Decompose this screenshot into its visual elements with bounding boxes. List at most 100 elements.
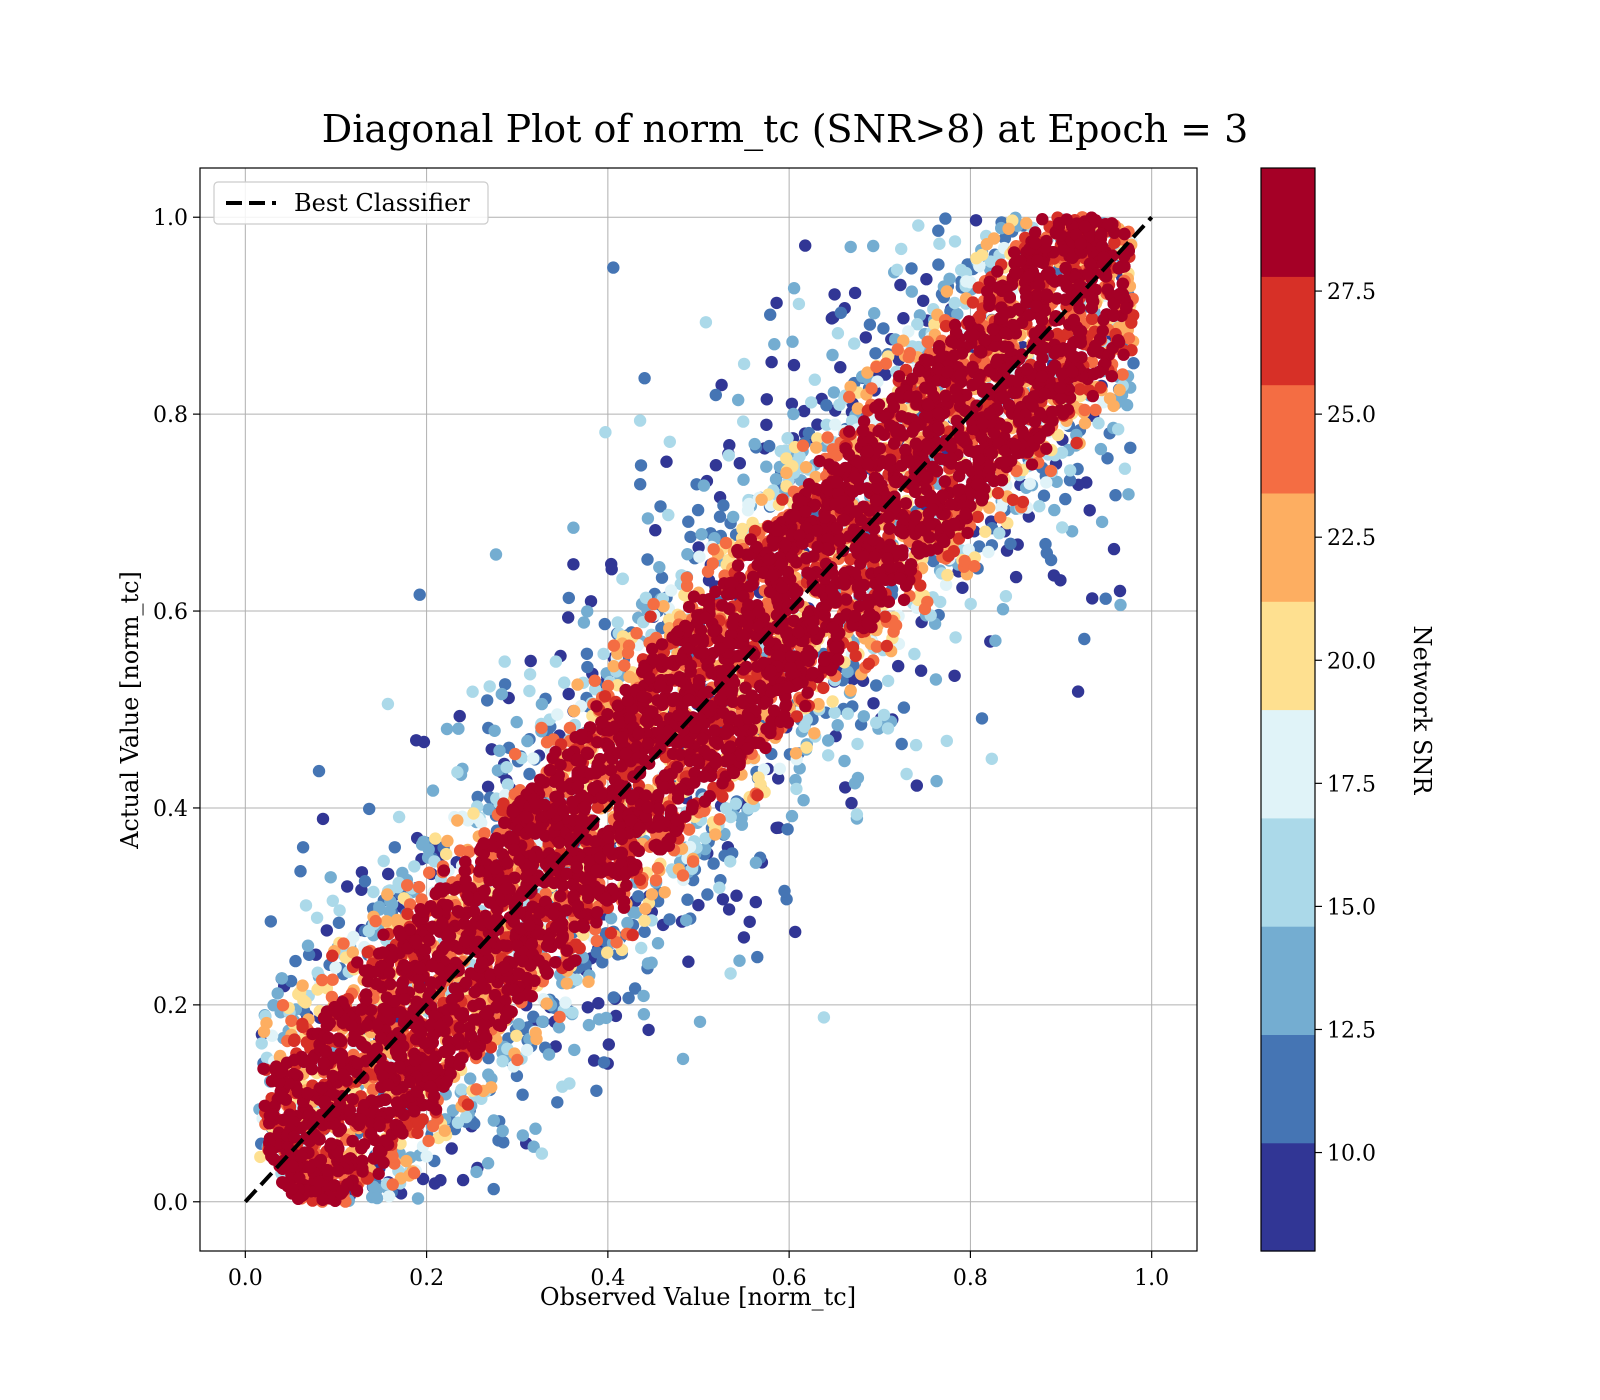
scatter-point — [827, 386, 841, 399]
scatter-point — [991, 486, 1005, 500]
scatter-point — [881, 722, 895, 735]
scatter-point — [1078, 403, 1091, 417]
scatter-point — [841, 665, 854, 678]
scatter-point — [682, 955, 695, 968]
scatter-point — [524, 654, 537, 668]
scatter-point — [987, 232, 1001, 245]
scatter-point — [765, 355, 778, 369]
scatter-point — [288, 1033, 301, 1046]
scatter-point — [862, 657, 875, 670]
scatter-point — [817, 1011, 831, 1024]
scatter-point — [584, 595, 598, 608]
scatter-point — [817, 681, 830, 695]
scatter-point — [316, 812, 330, 826]
scatter-point — [723, 439, 736, 452]
scatter-point — [527, 752, 540, 765]
scatter-point — [581, 660, 594, 674]
scatter-point — [942, 549, 955, 563]
scatter-point — [1089, 403, 1102, 417]
scatter-point — [1101, 452, 1114, 465]
scatter-point — [329, 961, 342, 974]
scatter-point — [717, 499, 730, 512]
scatter-point — [682, 515, 695, 528]
scatter-point — [369, 914, 382, 928]
scatter-point — [566, 1006, 579, 1019]
scatter-point — [1092, 417, 1105, 430]
plot-area — [199, 167, 1198, 1252]
scatter-point — [716, 893, 730, 906]
scatter-point — [467, 807, 480, 820]
scatter-point — [315, 973, 329, 987]
scatter-point — [440, 847, 453, 861]
scatter-point — [1124, 441, 1137, 454]
scatter-point — [867, 697, 880, 710]
scatter-point — [605, 563, 618, 576]
scatter-point — [401, 879, 414, 892]
scatter-point — [311, 983, 324, 996]
scatter-point — [979, 525, 992, 538]
scatter-point — [1127, 357, 1140, 370]
scatter-point — [626, 928, 639, 942]
scatter-point — [1095, 515, 1109, 529]
scatter-point — [567, 521, 580, 534]
scatter-point — [930, 774, 943, 788]
scatter-point — [826, 695, 839, 708]
scatter-point — [822, 749, 835, 762]
scatter-point — [529, 1122, 542, 1135]
scatter-point — [604, 926, 618, 940]
scatter-point — [600, 1011, 613, 1025]
scatter-point — [573, 942, 586, 955]
scatter-point — [386, 1178, 399, 1191]
scatter-point — [588, 674, 601, 687]
scatter-point — [889, 619, 903, 632]
scatter-point — [867, 239, 880, 253]
scatter-point — [1078, 417, 1092, 430]
scatter-point — [1071, 685, 1085, 698]
scatter-point — [727, 510, 740, 524]
scatter-point — [621, 916, 634, 930]
scatter-point — [719, 536, 733, 550]
scatter-point — [895, 737, 908, 751]
scatter-point — [848, 337, 861, 350]
scatter-point — [482, 1068, 495, 1081]
scatter-point — [464, 1072, 477, 1085]
scatter-point — [892, 659, 905, 673]
scatter-point — [370, 1191, 384, 1205]
scatter-point — [796, 439, 810, 452]
scatter-point — [438, 1124, 451, 1137]
scatter-point — [455, 1083, 468, 1096]
scatter-point — [844, 684, 857, 697]
scatter-point — [751, 789, 764, 802]
scatter-point — [850, 808, 864, 821]
scatter-point — [510, 1029, 523, 1043]
scatter-point — [933, 237, 946, 250]
scatter-point — [921, 335, 934, 348]
scatter-point — [932, 224, 945, 237]
scatter-point — [655, 571, 669, 584]
scatter-point — [713, 510, 727, 523]
scatter-point — [834, 306, 848, 319]
scatter-point — [527, 1140, 540, 1153]
scatter-point — [982, 545, 995, 559]
scatter-point — [811, 432, 824, 445]
scatter-point — [294, 865, 307, 878]
scatter-point — [341, 880, 354, 893]
scatter-point — [958, 554, 971, 568]
scatter-point — [326, 949, 339, 962]
scatter-point — [1113, 383, 1126, 397]
scatter-point — [373, 900, 386, 914]
scatter-point — [1006, 493, 1020, 507]
scatter-point — [829, 418, 842, 431]
scatter-point — [542, 1048, 556, 1061]
scatter-point — [1048, 503, 1061, 517]
scatter-point — [582, 1018, 596, 1032]
scatter-point — [633, 414, 647, 427]
scatter-point — [411, 1126, 424, 1140]
scatter-point — [900, 767, 913, 781]
scatter-point — [407, 1166, 421, 1180]
scatter-point — [684, 530, 697, 544]
scatter-point — [695, 528, 708, 541]
scatter-points — [253, 211, 1140, 1208]
scatter-point — [562, 611, 575, 624]
scatter-point — [638, 372, 651, 385]
